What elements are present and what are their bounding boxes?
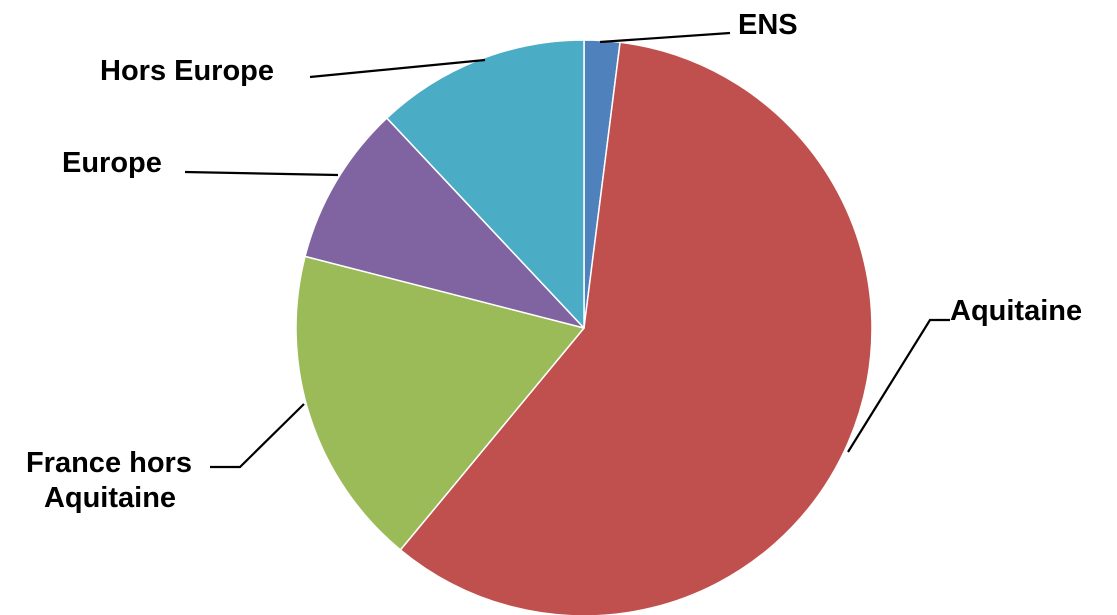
pie-slice-europe bbox=[304, 117, 585, 329]
leader-line-ens bbox=[599, 31, 731, 44]
label-hors-europe: Hors Europe bbox=[100, 55, 274, 87]
data-labels: ENS Aquitaine France hors Aquitaine Euro… bbox=[26, 9, 1082, 514]
leader-line-aquitaine bbox=[847, 318, 950, 453]
leader-lines bbox=[184, 31, 950, 469]
pie-slice-france-hors-aquitaine bbox=[295, 255, 585, 551]
label-france-hors-aquitaine-line2: Aquitaine bbox=[44, 482, 176, 514]
label-france-hors-aquitaine: France hors Aquitaine bbox=[26, 447, 200, 514]
leader-line-europe bbox=[184, 170, 339, 177]
label-europe: Europe bbox=[62, 147, 162, 179]
pie-slice-aquitaine bbox=[399, 41, 873, 615]
label-ens: ENS bbox=[738, 9, 798, 41]
label-france-hors-aquitaine-line1: France hors bbox=[26, 447, 192, 479]
leader-line-france-hors-aquitaine bbox=[210, 403, 305, 469]
label-aquitaine: Aquitaine bbox=[950, 295, 1082, 327]
pie-slices bbox=[295, 39, 873, 615]
leader-line-hors-europe bbox=[309, 58, 486, 79]
